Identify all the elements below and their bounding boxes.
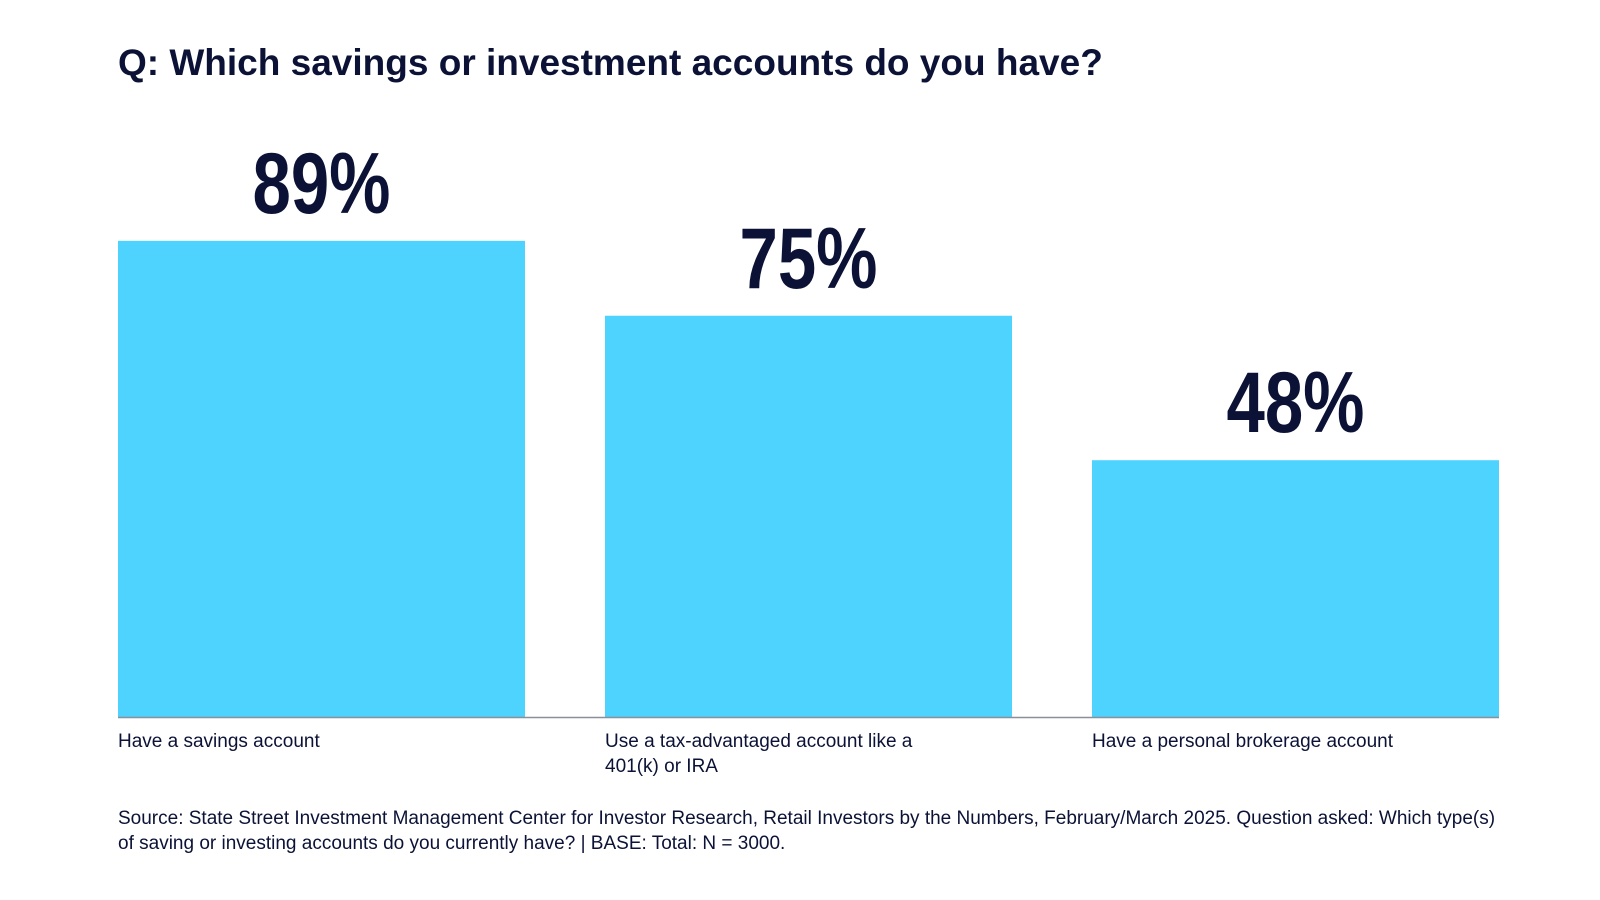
value-label-2: 75%	[740, 211, 878, 307]
bar-2	[605, 315, 1012, 717]
source-note: Source: State Street Investment Manageme…	[118, 808, 1496, 854]
value-labels-group: 89% 75% 48%	[253, 136, 1365, 451]
category-label: Use a tax-advantaged account like a 401(…	[605, 731, 913, 777]
bar-1	[118, 240, 525, 717]
category-label: Have a savings account	[118, 731, 320, 752]
chart-title: Q: Which savings or investment accounts …	[118, 42, 1103, 83]
bars-group	[118, 240, 1499, 717]
category-label: Have a personal brokerage account	[1092, 731, 1394, 752]
bar-3	[1092, 460, 1499, 717]
value-label-1: 89%	[253, 136, 391, 232]
value-label-3: 48%	[1227, 355, 1365, 451]
